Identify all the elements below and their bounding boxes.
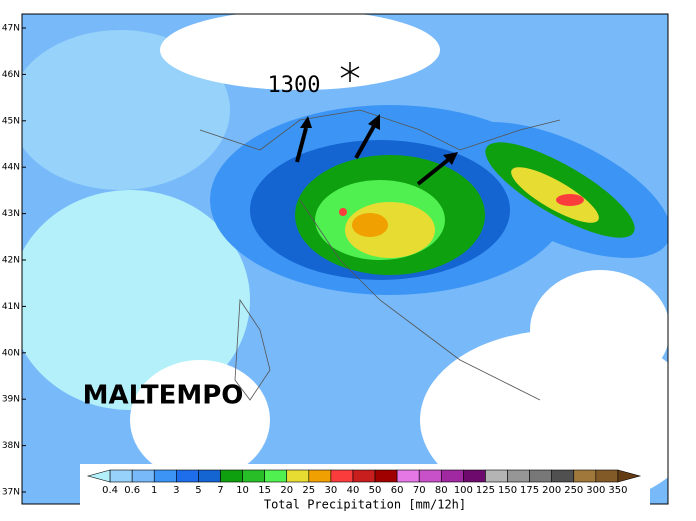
- colorbar-label: 15: [258, 485, 271, 496]
- lat-label: 38N: [2, 441, 20, 451]
- colorbar-end: [617, 469, 642, 483]
- lat-label: 41N: [2, 302, 20, 312]
- height-annotation: 1300: [268, 73, 321, 98]
- colorbar-box: [396, 469, 420, 483]
- colorbar-box: [198, 469, 221, 483]
- colorbar-label: 25: [302, 485, 315, 496]
- latitude-labels: 47N 46N 45N 44N 43N 42N 41N 40N 39N 38N 37N: [2, 24, 26, 498]
- colorbar-label: 50: [369, 485, 382, 496]
- colorbar-label: 5: [195, 485, 201, 496]
- lat-label: 44N: [2, 163, 20, 173]
- colorbar-label: 0.4: [102, 485, 118, 496]
- snowflake-icon: [338, 60, 362, 84]
- colorbar-box: [220, 469, 243, 483]
- colorbar-box: [418, 469, 442, 483]
- colorbar-label: 175: [520, 485, 539, 496]
- colorbar-label: 20: [280, 485, 293, 496]
- colorbar-label: 200: [542, 485, 561, 496]
- colorbar-box: [551, 469, 575, 483]
- colorbar-label: 150: [498, 485, 517, 496]
- colorbar-box: [463, 469, 486, 483]
- colorbar-box: [109, 469, 133, 483]
- colorbar-box: [595, 469, 619, 483]
- map-label: MALTEMPO: [83, 381, 244, 411]
- lat-label: 46N: [2, 70, 20, 80]
- lat-label: 39N: [2, 395, 20, 405]
- colorbar-label: 40: [347, 485, 360, 496]
- colorbar-label: 350: [608, 485, 627, 496]
- colorbar-box: [440, 469, 464, 483]
- colorbar-box: [529, 469, 552, 483]
- colorbar-label: 0.6: [124, 485, 140, 496]
- colorbar: 0.4 0.6 1 3 5 7 10 15 20 25 30 40 50 60 70 80 100 125 150 1…: [86, 469, 642, 496]
- colorbar-label: 100: [454, 485, 473, 496]
- colorbar-label: 30: [325, 485, 338, 496]
- colorbar-box: [352, 469, 376, 483]
- colorbar-box: [264, 469, 288, 483]
- lat-label: 37N: [2, 488, 20, 498]
- colorbar-label: 125: [476, 485, 495, 496]
- colorbar-label: 3: [173, 485, 179, 496]
- colorbar-box: [330, 469, 354, 483]
- lat-label: 45N: [2, 116, 20, 126]
- colorbar-box: [242, 469, 265, 483]
- arrows: [295, 114, 458, 186]
- colorbar-label: 7: [217, 485, 223, 496]
- colorbar-box: [131, 469, 155, 483]
- lat-label: 47N: [2, 24, 20, 34]
- colorbar-box: [308, 469, 332, 483]
- colorbar-box: [153, 469, 177, 483]
- colorbar-box: [176, 469, 199, 483]
- legend-title: Total Precipitation [mm/12h]: [264, 498, 466, 512]
- colorbar-box: [286, 469, 310, 483]
- lat-label: 43N: [2, 209, 20, 219]
- colorbar-box: [374, 469, 398, 483]
- colorbar-label: 80: [435, 485, 448, 496]
- colorbar-label: 60: [391, 485, 404, 496]
- colorbar-label: 10: [236, 485, 249, 496]
- lat-label: 40N: [2, 348, 20, 358]
- colorbar-label: 250: [564, 485, 583, 496]
- colorbar-box: [507, 469, 530, 483]
- colorbar-label: 1: [151, 485, 157, 496]
- colorbar-box: [573, 469, 597, 483]
- precipitation-field: [22, 14, 668, 504]
- colorbar-label: 300: [586, 485, 605, 496]
- colorbar-box: [485, 469, 508, 483]
- lat-label: 42N: [2, 256, 20, 266]
- colorbar-label: 70: [413, 485, 426, 496]
